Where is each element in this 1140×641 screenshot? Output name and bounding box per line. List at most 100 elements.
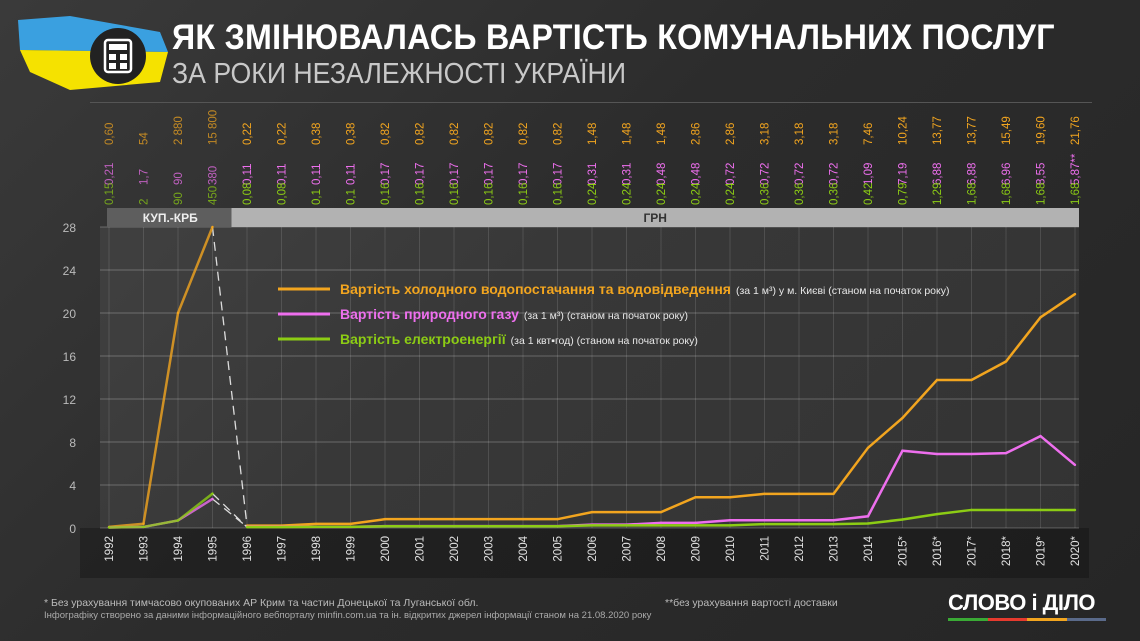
value-label-water: 19,60 [1036,116,1048,145]
value-label-electricity: 0,79 [898,183,910,205]
data-point-gas [763,519,766,522]
value-label-gas: 6,88 [932,163,944,185]
data-point-water [418,517,421,521]
data-point-water [970,378,973,382]
data-point-electricity [1004,508,1008,512]
value-label-gas: 0,11 [346,163,358,185]
x-tick-label: 2012 [794,536,806,562]
value-label-electricity: 0,08 [242,183,254,205]
value-label-water: 21,76 [1070,116,1082,145]
data-point-electricity [970,508,973,512]
x-tick-label: 1995 [208,536,220,562]
x-tick-label: 2014 [863,535,875,561]
x-tick-label: 1992 [104,536,116,562]
data-point-electricity [314,525,318,529]
y-tick-label: 28 [63,221,77,235]
value-label-electricity: 0,24 [622,182,634,205]
value-label-water: 0,82 [415,123,427,145]
currency-band-label: КУП.-КРБ [143,211,198,225]
x-tick-label: 2019* [1036,535,1048,566]
x-tick-label: 2005 [553,536,565,562]
logo-text: СЛОВО і ДІЛО [948,590,1096,615]
data-point-water [625,510,628,514]
value-label-electricity: 0,24 [587,182,599,205]
value-label-gas: 0,17 [518,163,530,185]
value-label-electricity: 1,68 [967,183,979,205]
page-title: ЯК ЗМІНЮВАЛАСЬ ВАРТІСТЬ КОМУНАЛЬНИХ ПОСЛ… [172,18,1055,57]
value-label-electricity: 0,24 [691,182,703,205]
value-label-water: 2 880 [173,116,185,145]
x-tick-label: 2018* [1001,535,1013,566]
value-label-electricity: 0,1 [346,189,358,205]
value-label-water: 13,77 [932,116,944,145]
value-label-gas: 0,17 [553,163,565,185]
value-label-gas: 0,72 [794,163,806,185]
data-point-gas [832,519,835,522]
value-label-water: 15,49 [1001,116,1013,145]
value-label-gas: 0,72 [760,163,772,185]
value-label-water: 10,24 [898,116,910,145]
y-tick-label: 12 [63,393,77,407]
value-label-gas: 0,31 [622,163,634,185]
data-point-electricity [832,522,835,526]
legend-label-electricity: Вартість електроенергії (за 1 квт▪год) (с… [340,331,698,347]
legend: Вартість холодного водопостачання та вод… [278,281,949,347]
data-point-electricity [107,526,111,529]
value-label-water: 0,38 [311,123,323,145]
value-label-gas: 7,19 [898,163,910,185]
value-label-water: 0,22 [277,123,289,145]
x-tick-label: 2002 [449,536,461,562]
data-point-water [349,522,352,526]
value-label-water: 0,82 [484,123,496,145]
data-point-electricity [763,522,766,526]
y-tick-label: 8 [69,436,76,450]
x-tick-label: 1993 [139,536,151,562]
data-point-electricity [935,512,939,516]
data-point-electricity [176,519,180,522]
x-tick-label: 2001 [415,536,427,562]
value-label-electricity: 0,15 [104,183,116,205]
data-point-water [314,522,318,526]
data-point-water [176,311,180,315]
y-tick-label: 20 [63,307,77,321]
data-point-electricity [797,522,801,526]
value-label-electricity: 1,29 [932,183,944,205]
data-point-water [452,517,456,521]
value-label-water: 7,46 [863,123,875,145]
data-point-gas [797,519,801,522]
data-point-gas [211,497,214,501]
value-label-water: 0,82 [449,123,461,145]
data-point-electricity [659,524,663,527]
value-label-gas: 0,11 [311,163,323,185]
value-label-electricity: 1,68 [1001,183,1013,205]
data-point-water [832,492,835,496]
value-label-gas: 0,21 [104,163,116,185]
data-point-electricity [245,525,249,529]
data-point-water [797,492,801,496]
value-label-electricity: 0,16 [415,183,427,205]
data-point-water [1039,316,1042,319]
value-label-water: 15 800 [208,110,220,145]
data-point-electricity [487,525,490,528]
value-label-gas: 0,48 [656,163,668,185]
value-label-water: 0,82 [380,123,392,145]
data-point-gas [866,515,870,518]
value-label-electricity: 0,36 [760,183,772,205]
x-tick-label: 1999 [346,536,358,562]
legend-note: (за 1 квт▪год) (станом на початок року) [511,335,698,347]
data-point-water [935,378,939,382]
value-label-water: 13,77 [967,116,979,145]
value-label-electricity: 0,36 [794,183,806,205]
data-point-electricity [866,522,870,525]
x-tick-label: 2016* [932,535,944,566]
value-label-water: 2,86 [725,123,737,145]
legend-label-water: Вартість холодного водопостачання та вод… [340,281,949,297]
footnote-1: * Без урахування тимчасово окупованих АР… [44,597,479,609]
legend-note: (за 1 м³) у м. Києві (станом на початок … [736,285,950,297]
value-label-water: 0,82 [553,123,565,145]
value-label-gas: 0,31 [587,163,599,185]
legend-note: (за 1 м³) (станом на початок року) [524,310,688,322]
data-point-electricity [142,525,145,529]
value-label-gas: 1,09 [863,163,875,185]
